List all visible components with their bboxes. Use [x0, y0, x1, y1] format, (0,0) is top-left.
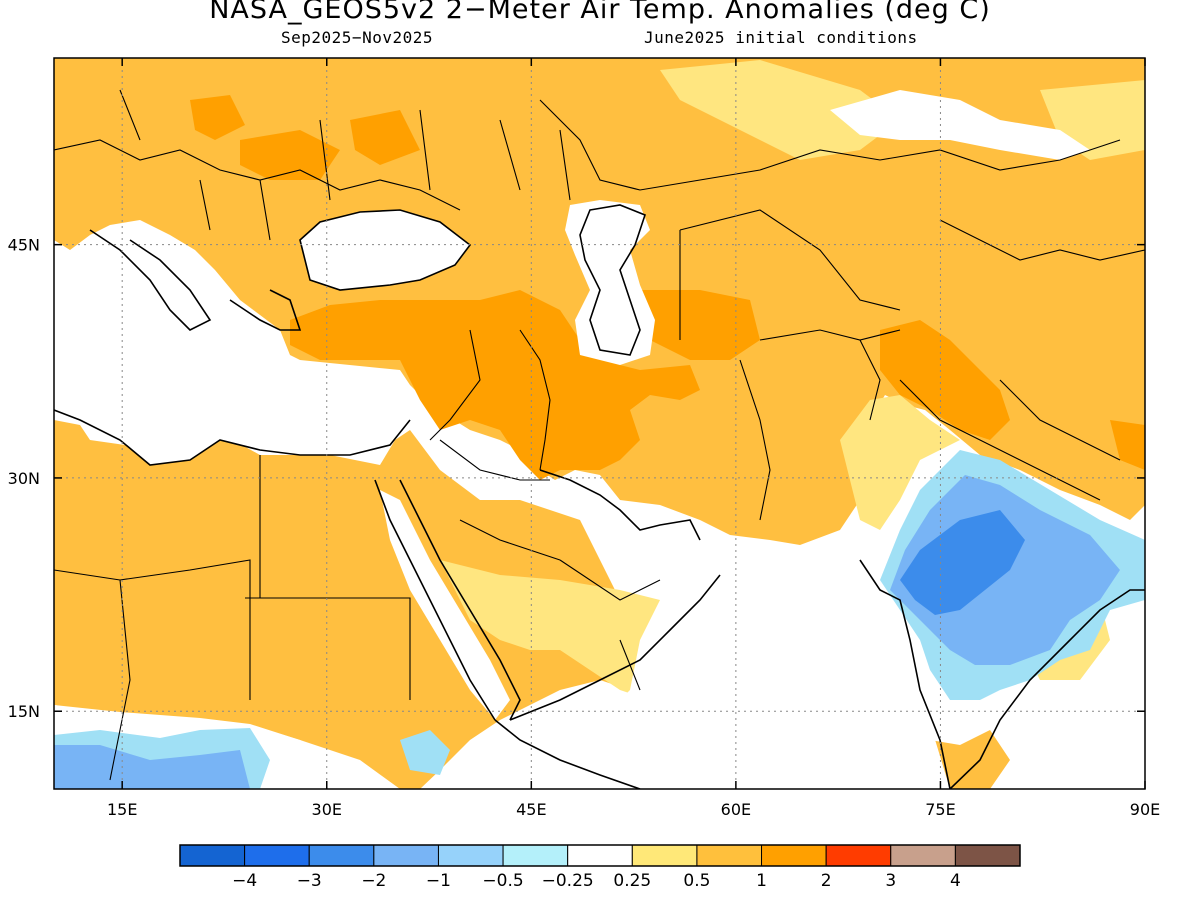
strong-warm-himalaya — [880, 320, 1010, 440]
strong-warm-anomaly-regions — [190, 95, 1145, 480]
country-borders — [54, 89, 1145, 781]
colorbar-label: −3 — [297, 871, 322, 891]
border-central-asia — [679, 209, 901, 521]
colorbar-label: −1 — [426, 871, 451, 891]
colorbar — [179, 844, 1021, 867]
coast-horn-africa — [494, 719, 641, 789]
colorbar-label: 2 — [821, 871, 832, 891]
warm-region-south-india-tip — [930, 730, 1010, 789]
x-tick-label: 15E — [107, 800, 137, 819]
cool-anomaly-africa — [54, 728, 450, 789]
neutral-arabian-sea-india — [560, 520, 950, 789]
coast-india-east — [949, 589, 1145, 789]
axis-labels: 15E 30E 45E 60E 75E 90E 45N 30N 15N — [8, 236, 1161, 819]
x-tick-label: 90E — [1130, 800, 1160, 819]
coastlines — [54, 204, 1145, 789]
strong-warm-nw-europe — [190, 95, 245, 140]
colorbar-label: −0.5 — [482, 871, 523, 891]
y-tick-label: 15N — [8, 702, 40, 721]
neutral-black-sea-area — [300, 210, 470, 290]
colorbar-label: −4 — [232, 871, 257, 891]
strong-warm-east-europe — [240, 130, 340, 180]
coast-adriatic-italy — [89, 229, 212, 331]
colorbar-label: 3 — [885, 871, 896, 891]
cool-anomaly-india — [880, 450, 1145, 700]
colorbar-swatch — [308, 844, 375, 867]
neutral-caspian-area — [565, 200, 655, 365]
y-tick-label: 30N — [8, 469, 40, 488]
x-tick-label: 45E — [516, 800, 546, 819]
strong-warm-turkey-iraq-iran — [290, 290, 700, 480]
coast-red-sea-west — [374, 479, 496, 721]
strong-warm-tibet-east — [1110, 420, 1145, 470]
colorbar-label: 1 — [756, 871, 767, 891]
border-kazakh-china — [939, 219, 1145, 261]
colorbar-label: 0.25 — [613, 871, 651, 891]
border-south-asia — [859, 339, 1121, 501]
colorbar-label: −2 — [361, 871, 386, 891]
neutral-kazakh-north — [830, 90, 1090, 160]
x-tick-label: 75E — [925, 800, 955, 819]
map-panel — [54, 58, 1145, 789]
border-europe — [54, 89, 571, 241]
border-africa-grid — [54, 455, 411, 781]
colorbar-label: 4 — [950, 871, 961, 891]
map-frame — [53, 57, 1146, 790]
neutral-mediterranean — [54, 300, 410, 465]
border-arabia — [439, 439, 661, 691]
weak-warm-central-asia — [660, 60, 900, 160]
coast-aegean — [229, 289, 302, 331]
border-iran-iraq — [429, 329, 551, 471]
colorbar-swatch — [244, 844, 310, 867]
coast-arabia-south — [509, 574, 721, 721]
colorbar-swatch — [761, 844, 827, 867]
colorbar-swatch — [631, 844, 698, 867]
coast-india-west — [859, 559, 951, 789]
forecast-period: Sep2025−Nov2025 — [281, 28, 433, 47]
colorbar-swatch — [437, 844, 504, 867]
coast-red-sea-east — [399, 479, 521, 721]
coast-black-sea — [299, 209, 472, 291]
colorbar-swatch — [502, 844, 569, 867]
initial-conditions: June2025 initial conditions — [644, 28, 918, 47]
map-title: NASA_GEOS5v2 2−Meter Air Temp. Anomalies… — [209, 0, 991, 25]
colorbar-swatch — [954, 844, 1021, 867]
x-tick-label: 60E — [721, 800, 751, 819]
coast-persian-gulf — [539, 469, 701, 541]
axis-ticks — [54, 58, 1146, 789]
colorbar-swatch — [567, 844, 633, 867]
strong-warm-ukraine — [350, 110, 420, 165]
colorbar-label: 0.5 — [683, 871, 710, 891]
x-tick-label: 30E — [312, 800, 342, 819]
cool-ethiopia-patch — [400, 730, 450, 775]
border-russia-kazakh — [539, 99, 1121, 191]
colorbar-labels: −4 −3 −2 −1 −0.5 −0.25 0.25 0.5 1 2 3 4 — [232, 871, 961, 891]
weak-warm-india-west-coast — [840, 395, 960, 530]
strong-warm-caspian-east — [640, 290, 760, 360]
cool-india-core — [900, 510, 1025, 615]
colorbar-swatch — [696, 844, 763, 867]
cool-africa-moderate — [54, 745, 250, 789]
colorbar-swatch — [825, 844, 892, 867]
coast-caspian — [579, 204, 646, 356]
coast-mediterranean-south — [54, 409, 411, 466]
colorbar-swatch — [179, 844, 246, 867]
y-tick-label: 45N — [8, 236, 40, 255]
colorbar-label: −0.25 — [542, 871, 594, 891]
colorbar-frame — [179, 844, 1021, 867]
colorbar-swatch — [890, 844, 956, 867]
colorbar-swatch — [373, 844, 439, 867]
graticule — [54, 58, 1145, 789]
neutral-red-sea — [380, 490, 510, 720]
